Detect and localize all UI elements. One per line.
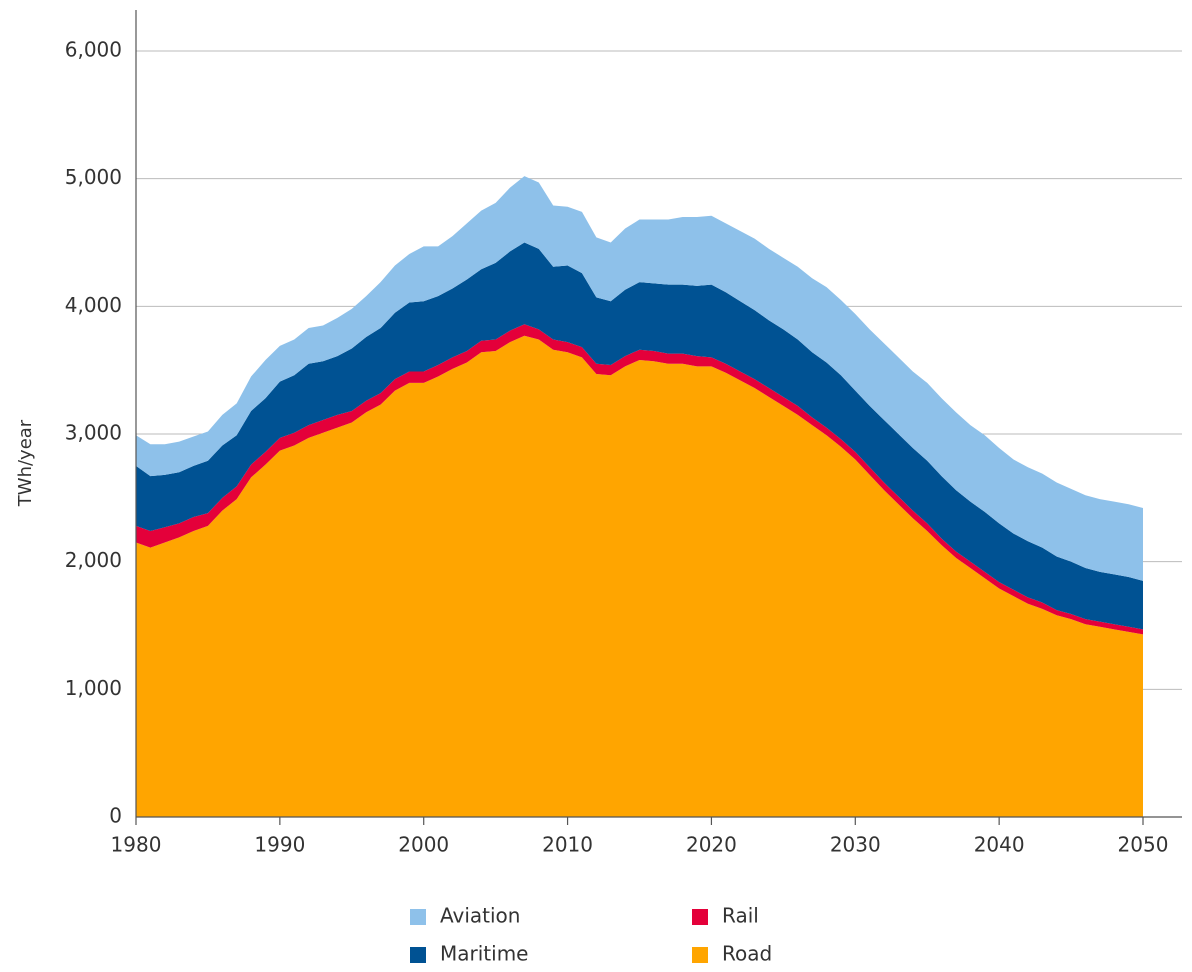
legend-label: Maritime [440,942,528,966]
y-tick-label: 4,000 [65,293,122,317]
x-tick-label: 2000 [398,833,449,857]
y-tick-label: 6,000 [65,38,122,62]
legend-swatch [692,947,708,963]
legend-swatch [410,947,426,963]
y-tick-label: 5,000 [65,165,122,189]
legend-swatch [692,909,708,925]
x-tick-label: 2050 [1118,833,1169,857]
legend-label: Road [722,942,772,966]
x-tick-label: 2010 [542,833,593,857]
legend-swatch [410,909,426,925]
area [136,242,1143,630]
area [136,335,1143,817]
x-tick-label: 2030 [830,833,881,857]
x-tick-label: 1990 [254,833,305,857]
legend-label: Aviation [440,904,520,928]
x-tick-label: 2020 [686,833,737,857]
y-tick-label: 1,000 [65,676,122,700]
y-axis-label: TWh/year [15,419,36,507]
area [136,176,1143,581]
legend-label: Rail [722,904,759,928]
x-tick-label: 1980 [111,833,162,857]
x-tick-label: 2040 [974,833,1025,857]
y-tick-label: 3,000 [65,421,122,445]
y-tick-label: 0 [109,804,122,828]
y-tick-label: 2,000 [65,548,122,572]
area [136,324,1143,635]
